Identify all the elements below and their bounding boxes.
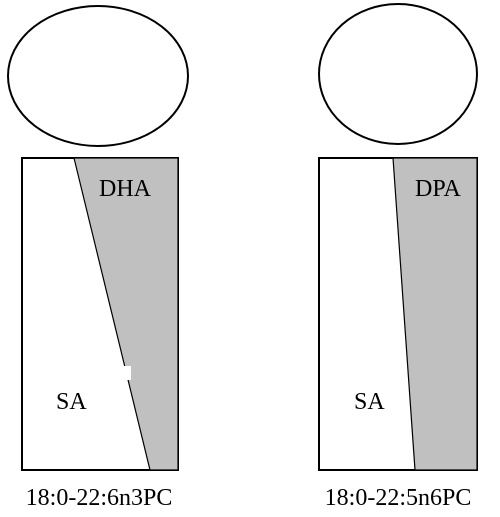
unshaded-label-left: SA (56, 389, 87, 415)
caption-right: 18:0-22:5n6PC (325, 485, 472, 511)
molecule-right: DPA SA 18:0-22:5n6PC (318, 3, 478, 511)
headgroup-left (7, 5, 189, 147)
molecule-left: DHA SA 18:0-22:6n3PC (7, 5, 189, 511)
headgroup-right (318, 3, 478, 145)
chain-notch-left (123, 366, 131, 380)
caption-left: 18:0-22:6n3PC (26, 485, 173, 511)
shaded-chain-right (392, 157, 478, 471)
shaded-label-right: DPA (415, 176, 461, 202)
shaded-label-left: DHA (99, 176, 152, 202)
unshaded-label-right: SA (354, 389, 385, 415)
